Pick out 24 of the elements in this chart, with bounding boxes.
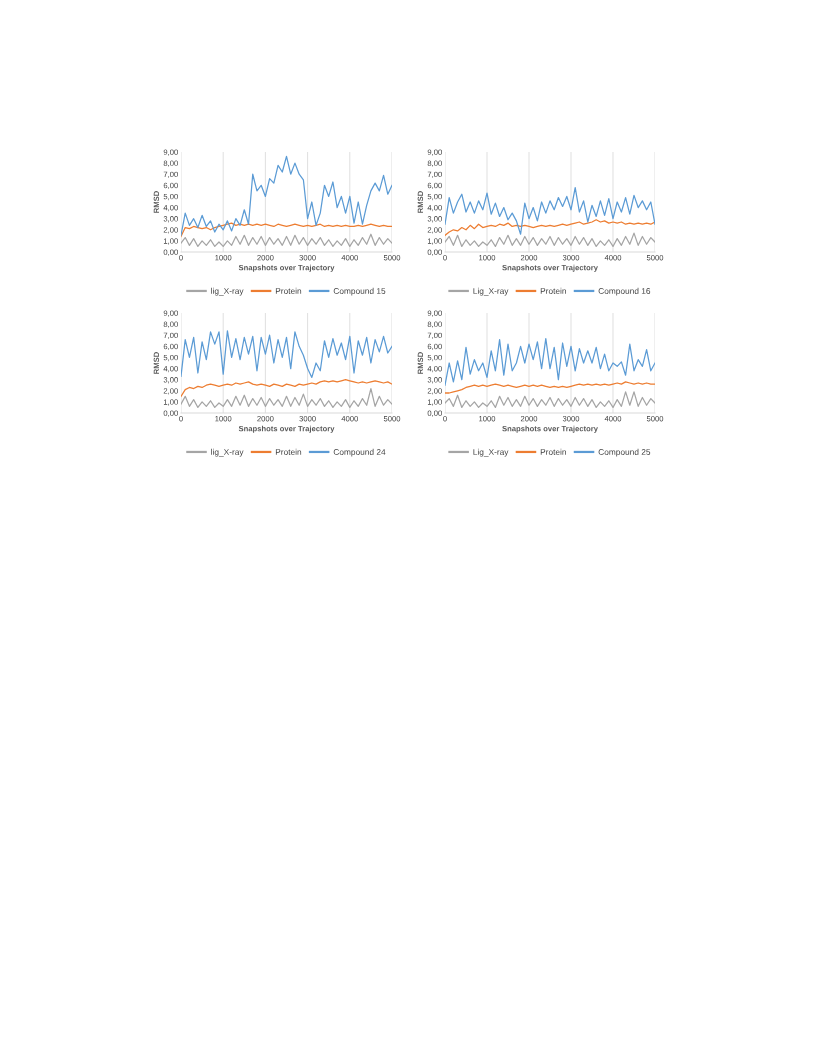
line-series bbox=[181, 155, 392, 236]
legend-label: Lig_X-ray bbox=[473, 287, 509, 296]
legend-label: Lig_X-ray bbox=[473, 448, 509, 457]
line-series bbox=[181, 379, 392, 397]
line-series bbox=[445, 232, 655, 248]
line-series bbox=[181, 330, 392, 379]
line-series bbox=[181, 233, 392, 248]
line-series bbox=[181, 387, 392, 409]
legend-label: Protein bbox=[275, 448, 302, 455]
legend-label: lig_X-ray bbox=[211, 287, 244, 296]
legend-label: lig_X-ray bbox=[211, 448, 244, 457]
legend-label: Protein bbox=[275, 287, 302, 294]
legend-label: Compound 25 bbox=[598, 448, 651, 457]
legend-label: Protein bbox=[540, 448, 566, 455]
line-series bbox=[445, 391, 655, 409]
line-series bbox=[445, 186, 655, 235]
legend-label: Compound 16 bbox=[598, 287, 651, 296]
legend-label: Compound 24 bbox=[333, 448, 386, 457]
line-series bbox=[181, 222, 392, 238]
legend-label: Compound 15 bbox=[333, 287, 386, 296]
line-series bbox=[445, 337, 655, 386]
line-series bbox=[445, 381, 655, 394]
legend-label: Protein bbox=[540, 287, 566, 294]
line-series bbox=[445, 219, 655, 236]
